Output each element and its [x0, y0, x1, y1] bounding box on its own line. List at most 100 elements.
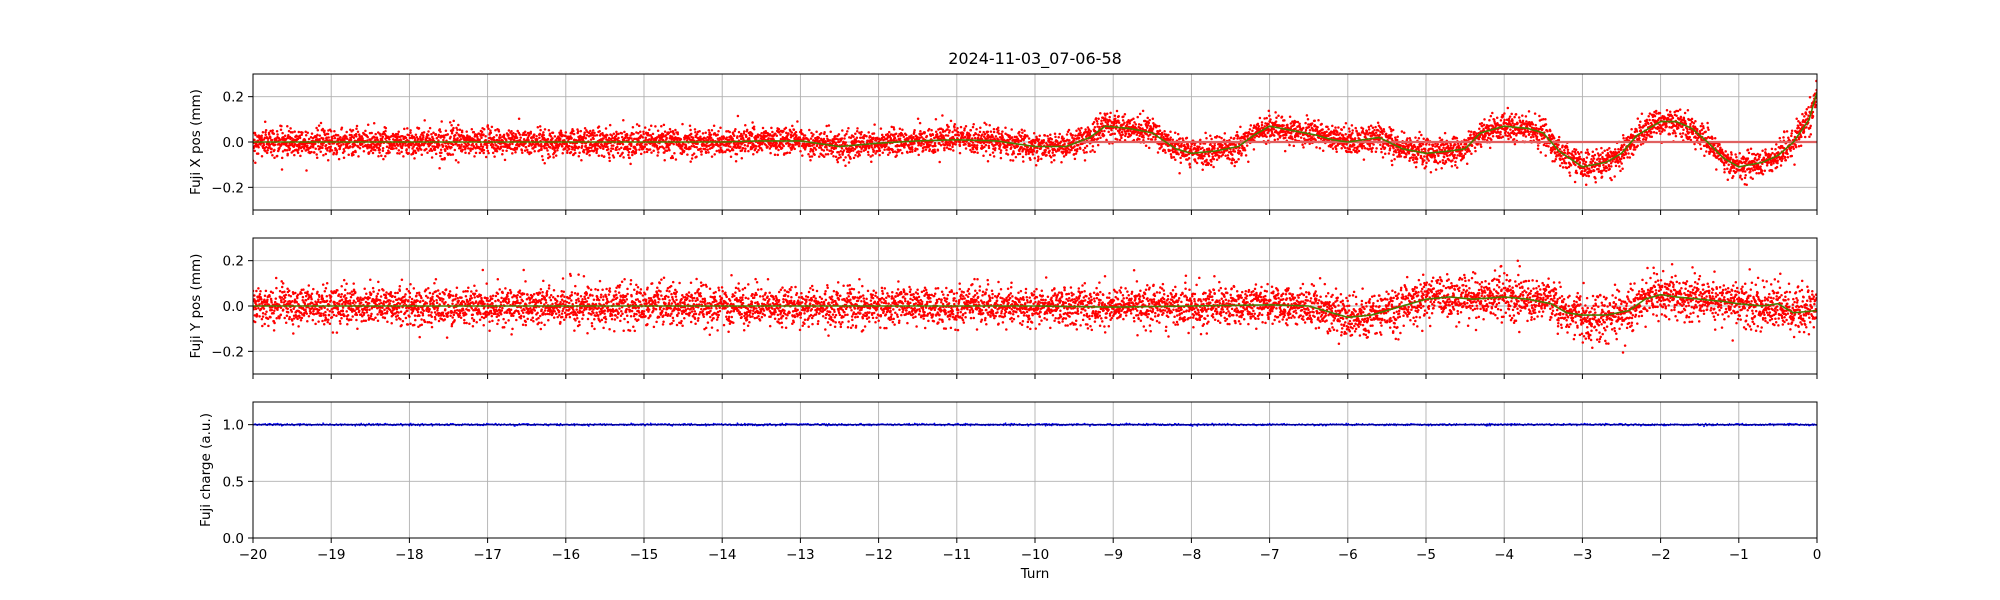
- data-point: [426, 151, 429, 154]
- data-point: [460, 143, 463, 146]
- data-point: [381, 146, 385, 150]
- data-point: [538, 136, 541, 140]
- data-point: [1011, 159, 1015, 162]
- data-point: [464, 151, 467, 155]
- data-point: [313, 151, 316, 154]
- data-point: [799, 150, 802, 153]
- data-point: [1054, 135, 1057, 139]
- data-point: [1117, 121, 1121, 124]
- data-point: [908, 150, 912, 154]
- data-point: [438, 128, 442, 131]
- data-point: [1361, 147, 1364, 150]
- data-point: [907, 137, 910, 140]
- data-point: [583, 131, 586, 134]
- data-point: [281, 131, 284, 135]
- data-point: [642, 130, 645, 134]
- data-point: [650, 151, 653, 154]
- data-point: [964, 124, 968, 128]
- data-point: [549, 135, 553, 138]
- data-point: [1115, 109, 1119, 113]
- data-point: [715, 149, 718, 153]
- data-point: [704, 137, 707, 140]
- data-point: [393, 144, 397, 147]
- data-point: [1179, 156, 1182, 160]
- data-point: [973, 144, 976, 147]
- data-point: [1335, 150, 1338, 154]
- data-point: [1234, 143, 1237, 147]
- data-point: [1232, 158, 1236, 162]
- data-point: [1352, 148, 1355, 152]
- data-point: [1049, 133, 1052, 136]
- data-point: [422, 131, 426, 134]
- data-point: [628, 156, 631, 160]
- data-point: [1096, 125, 1099, 128]
- data-point: [630, 144, 633, 148]
- data-point: [602, 137, 605, 140]
- data-point: [413, 137, 417, 141]
- data-point: [264, 128, 268, 132]
- data-point: [959, 125, 963, 129]
- data-point: [999, 149, 1003, 152]
- data-point: [1051, 151, 1054, 155]
- data-point: [940, 133, 943, 136]
- data-point: [1062, 137, 1065, 140]
- data-point: [1103, 129, 1106, 133]
- data-point: [998, 147, 1001, 151]
- data-point: [309, 135, 313, 139]
- data-point: [792, 145, 795, 149]
- data-point: [1199, 142, 1202, 146]
- data-point: [326, 159, 330, 162]
- data-point: [732, 134, 736, 138]
- data-point: [975, 127, 978, 131]
- data-point: [381, 135, 385, 138]
- data-point: [896, 134, 900, 138]
- data-point: [477, 132, 481, 135]
- data-point: [706, 148, 709, 152]
- data-point: [1096, 122, 1099, 125]
- data-point: [264, 149, 267, 153]
- data-point: [520, 149, 524, 152]
- data-point: [1177, 152, 1180, 156]
- data-point: [1291, 137, 1294, 141]
- data-point: [886, 153, 890, 156]
- data-point: [1223, 149, 1226, 153]
- data-point: [357, 155, 360, 158]
- data-point: [569, 151, 573, 154]
- data-point: [526, 150, 530, 154]
- data-point: [354, 132, 358, 136]
- data-point: [458, 128, 462, 131]
- data-point: [521, 151, 524, 155]
- data-point: [1013, 135, 1017, 139]
- data-point: [591, 144, 594, 148]
- data-point: [1139, 123, 1143, 127]
- data-point: [580, 144, 584, 148]
- data-point: [701, 132, 705, 135]
- data-point: [612, 132, 616, 136]
- data-point: [444, 149, 447, 153]
- data-point: [551, 131, 555, 135]
- data-point: [388, 151, 391, 154]
- data-point: [1129, 129, 1132, 133]
- data-point: [642, 132, 645, 136]
- data-point: [1296, 120, 1300, 124]
- data-point: [752, 125, 756, 128]
- data-point: [429, 147, 433, 151]
- data-point: [372, 145, 376, 149]
- data-point: [767, 137, 770, 140]
- data-point: [717, 130, 720, 133]
- data-point: [473, 155, 476, 158]
- data-point: [1212, 165, 1215, 169]
- data-point: [1256, 122, 1260, 126]
- data-point: [945, 146, 949, 149]
- data-point: [384, 126, 388, 130]
- data-point: [524, 146, 528, 149]
- data-point: [1024, 153, 1028, 156]
- data-point: [509, 147, 513, 151]
- data-point: [1037, 157, 1040, 161]
- data-point: [1236, 137, 1239, 140]
- data-point: [1040, 157, 1043, 161]
- data-point: [482, 148, 486, 152]
- data-point: [616, 151, 620, 155]
- data-point: [611, 147, 615, 150]
- data-point: [456, 137, 459, 140]
